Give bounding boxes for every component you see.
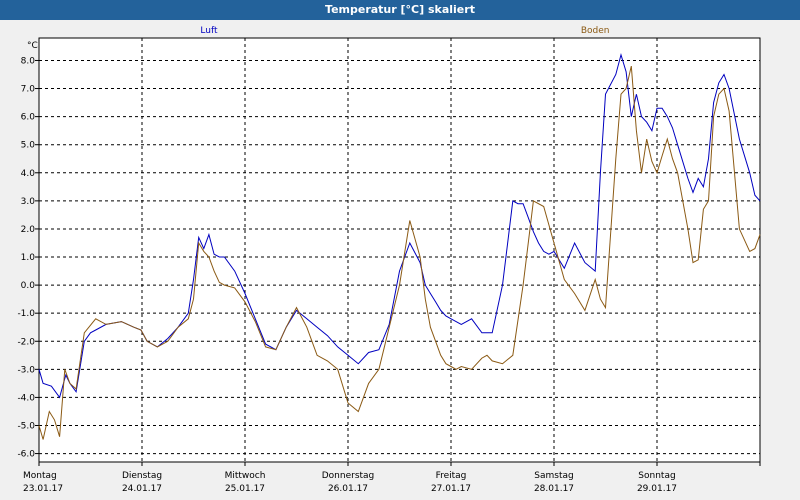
y-tick-label: 2.0 — [21, 225, 36, 235]
y-tick-label: -5.0 — [17, 421, 35, 431]
chart-title: Temperatur [°C] skaliert — [0, 0, 800, 20]
y-tick-label: 4.0 — [21, 169, 36, 179]
y-tick-label: 1.0 — [21, 253, 36, 263]
y-tick-label: 7.0 — [21, 85, 36, 95]
x-tick-date-label: 26.01.17 — [328, 484, 368, 494]
y-tick-label: -2.0 — [17, 337, 35, 347]
x-tick-date-label: 28.01.17 — [534, 484, 574, 494]
x-tick-date-label: 24.01.17 — [122, 484, 162, 494]
y-tick-label: -6.0 — [17, 450, 35, 460]
x-tick-day-label: Montag — [23, 471, 57, 481]
temperature-chart: 8.0 7.0 6.0 5.0 4.0 3.0 2.0 1.0 0.0 -1.0 -2.0 -3.0 -… — [0, 20, 800, 500]
x-tick-day-label: Dienstag — [122, 471, 162, 481]
x-tick-day-label: Samstag — [534, 471, 573, 481]
y-tick-label: 8.0 — [21, 56, 36, 66]
y-axis-unit-label: °C — [27, 41, 38, 51]
x-tick-day-label: Freitag — [436, 471, 467, 481]
y-tick-label: 5.0 — [21, 141, 36, 151]
series-line-luft — [38, 52, 761, 399]
y-tick-label: 6.0 — [21, 113, 36, 123]
y-tick-label: 3.0 — [21, 197, 36, 207]
x-tick-date-label: 23.01.17 — [23, 484, 63, 494]
x-tick-day-label: Donnerstag — [322, 471, 375, 481]
x-tick-day-label: Mittwoch — [225, 471, 266, 481]
legend-luft: Luft — [200, 26, 218, 36]
legend-boden: Boden — [581, 26, 610, 36]
x-tick-date-label: 25.01.17 — [225, 484, 265, 494]
x-tick-date-label: 27.01.17 — [431, 484, 471, 494]
y-tick-label: -1.0 — [17, 309, 35, 319]
plot-area — [38, 37, 761, 463]
y-tick-label: -4.0 — [17, 393, 35, 403]
y-tick-label: 0.0 — [21, 281, 36, 291]
series-line-boden — [38, 65, 761, 440]
x-tick-day-label: Sonntag — [638, 471, 675, 481]
x-tick-date-label: 29.01.17 — [637, 484, 677, 494]
y-tick-label: -3.0 — [17, 365, 35, 375]
